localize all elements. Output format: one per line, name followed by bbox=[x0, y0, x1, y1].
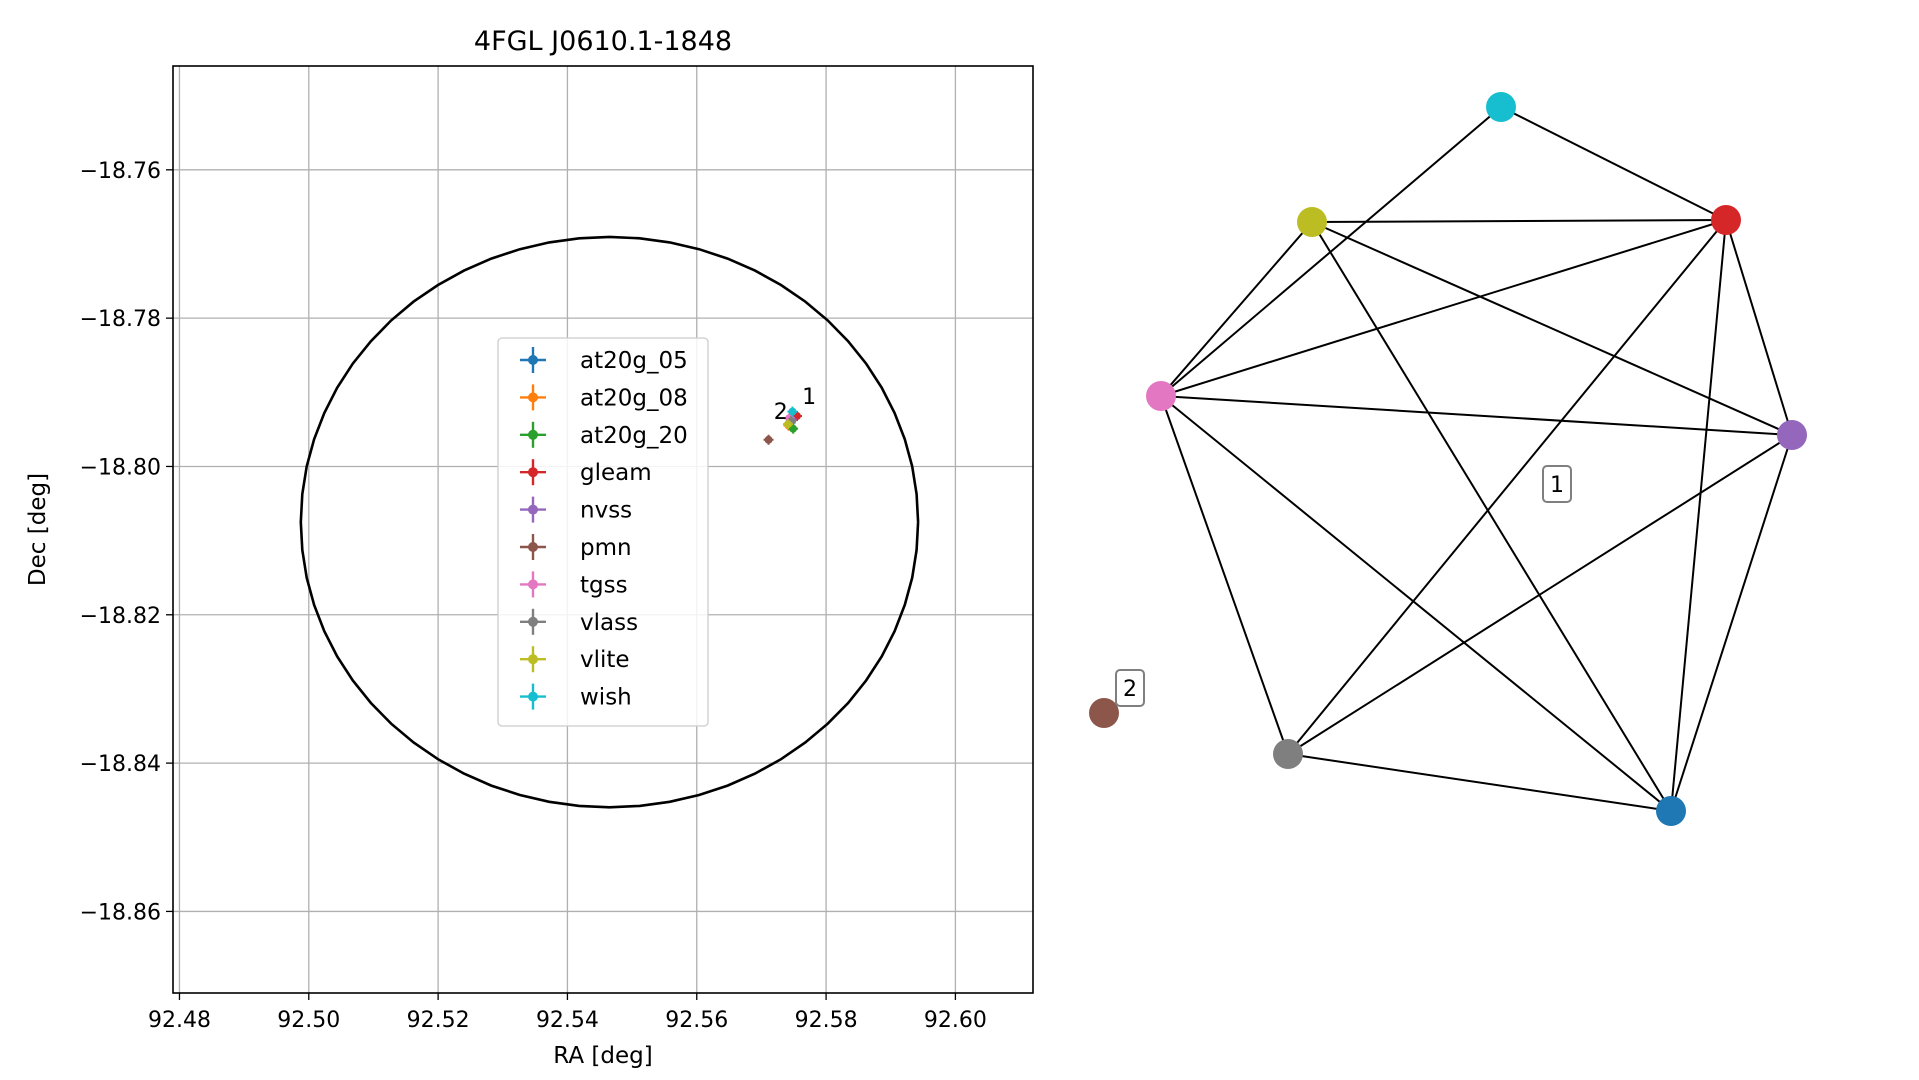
y-tick-label: −18.76 bbox=[80, 159, 161, 184]
y-tick-label: −18.78 bbox=[80, 307, 161, 332]
plot-frame bbox=[172, 65, 1034, 994]
point-vlite bbox=[782, 419, 793, 430]
edge-vlass-at20g_05 bbox=[1287, 753, 1672, 812]
legend-entry-wish: wish bbox=[520, 683, 632, 711]
edge-vlite-tgss bbox=[1160, 221, 1313, 397]
legend-label: gleam bbox=[580, 460, 652, 486]
legend-entry-pmn: pmn bbox=[520, 534, 632, 561]
legend-label: at20g_20 bbox=[580, 423, 688, 449]
x-tick-label: 92.50 bbox=[277, 1008, 340, 1033]
legend-entry-at20g_20: at20g_20 bbox=[520, 421, 688, 449]
x-tick-label: 92.52 bbox=[407, 1008, 470, 1033]
node-pmn bbox=[1089, 698, 1119, 728]
edge-tgss-at20g_05 bbox=[1160, 395, 1672, 812]
legend-entry-nvss: nvss bbox=[520, 496, 632, 524]
legend-entry-at20g_05: at20g_05 bbox=[520, 347, 688, 374]
source-points bbox=[763, 406, 802, 445]
network-edges bbox=[1160, 106, 1793, 812]
annotation-1: 1 bbox=[802, 385, 816, 410]
edge-gleam-vlass bbox=[1287, 219, 1727, 755]
legend-label: vlass bbox=[580, 610, 638, 636]
y-axis-ticks: −18.76 −18.78 −18.80 −18.82 −18.84 −18.86 bbox=[80, 159, 173, 925]
x-tick-label: 92.60 bbox=[924, 1008, 987, 1033]
node-vlite bbox=[1297, 207, 1327, 237]
x-tick-label: 92.48 bbox=[148, 1008, 211, 1033]
node-at20g_05 bbox=[1656, 796, 1686, 826]
edge-wish-gleam bbox=[1500, 106, 1727, 221]
x-tick-label: 92.56 bbox=[665, 1008, 728, 1033]
legend-label: wish bbox=[580, 685, 632, 711]
point-annotations: 12 bbox=[774, 385, 816, 425]
legend-entry-at20g_08: at20g_08 bbox=[520, 384, 688, 411]
legend-label: pmn bbox=[580, 535, 632, 561]
y-tick-label: −18.84 bbox=[80, 752, 161, 777]
node-nvss bbox=[1777, 420, 1807, 450]
legend-label: vlite bbox=[580, 647, 630, 673]
svg-text:2: 2 bbox=[1123, 677, 1137, 702]
edge-gleam-nvss bbox=[1725, 219, 1793, 436]
legend-entry-tgss: tgss bbox=[520, 571, 628, 598]
legend-entry-vlite: vlite bbox=[520, 646, 630, 673]
chart-title: 4FGL J0610.1-1848 bbox=[474, 26, 732, 57]
x-tick-label: 92.54 bbox=[536, 1008, 599, 1033]
network-nodes bbox=[1089, 92, 1807, 826]
svg-text:1: 1 bbox=[1550, 473, 1564, 498]
component-label-1: 1 bbox=[1542, 465, 1572, 503]
y-tick-label: −18.82 bbox=[80, 604, 161, 629]
legend-label: at20g_05 bbox=[580, 348, 688, 374]
y-tick-label: −18.86 bbox=[80, 900, 161, 925]
edge-vlite-gleam bbox=[1311, 219, 1727, 223]
error-ellipse bbox=[299, 235, 920, 809]
legend-label: nvss bbox=[580, 498, 632, 524]
edge-nvss-at20g_05 bbox=[1670, 434, 1793, 812]
edge-gleam-tgss bbox=[1160, 219, 1727, 397]
y-axis-label: Dec [deg] bbox=[25, 473, 51, 586]
point-pmn bbox=[763, 434, 774, 445]
edge-vlite-nvss bbox=[1311, 221, 1793, 436]
node-wish bbox=[1486, 92, 1516, 122]
node-gleam bbox=[1711, 205, 1741, 235]
edge-nvss-vlass bbox=[1287, 434, 1793, 755]
component-label-2: 2 bbox=[1115, 669, 1145, 707]
legend-box bbox=[497, 337, 709, 727]
error-circle bbox=[299, 235, 920, 809]
annotation-2: 2 bbox=[774, 400, 788, 425]
legend-label: tgss bbox=[580, 572, 628, 598]
y-tick-label: −18.80 bbox=[80, 455, 161, 480]
edge-gleam-at20g_05 bbox=[1670, 219, 1727, 812]
node-tgss bbox=[1146, 381, 1176, 411]
legend-entry-vlass: vlass bbox=[520, 608, 638, 636]
legend-label: at20g_08 bbox=[580, 385, 688, 411]
node-vlass bbox=[1273, 739, 1303, 769]
edge-tgss-vlass bbox=[1160, 395, 1289, 755]
legend-entry-gleam: gleam bbox=[520, 459, 652, 486]
x-axis-label: RA [deg] bbox=[553, 1043, 652, 1069]
edge-tgss-nvss bbox=[1160, 395, 1793, 436]
point-at20g_20 bbox=[788, 423, 799, 434]
x-axis-ticks: 92.48 92.50 92.52 92.54 92.56 92.58 92.60 bbox=[148, 993, 987, 1033]
edge-vlite-at20g_05 bbox=[1311, 221, 1672, 812]
component-labels: 12 bbox=[1115, 465, 1572, 707]
point-wish bbox=[787, 406, 798, 417]
x-tick-label: 92.58 bbox=[795, 1008, 858, 1033]
